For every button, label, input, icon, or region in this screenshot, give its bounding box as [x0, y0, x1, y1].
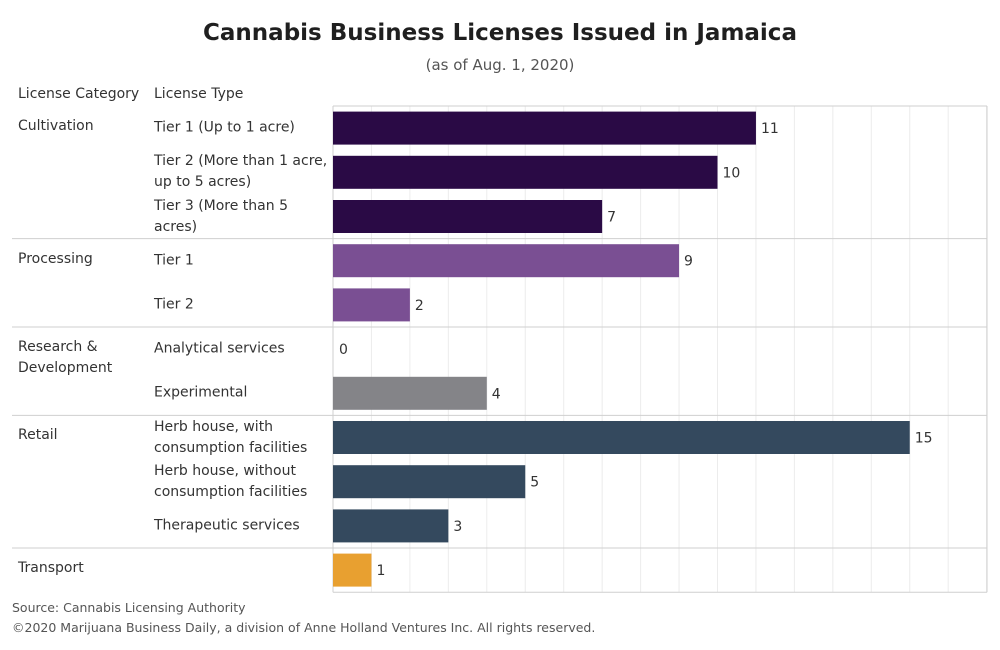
bar [333, 421, 910, 454]
bar [333, 111, 756, 145]
value-label: 4 [492, 386, 501, 402]
source-note: Source: Cannabis Licensing Authority [12, 600, 246, 615]
type-label: Experimental [154, 384, 248, 401]
value-label: 7 [607, 210, 616, 226]
chart-subtitle: (as of Aug. 1, 2020) [425, 56, 575, 74]
value-label: 3 [453, 519, 462, 535]
type-label: Herb house, without consumption faciliti… [154, 462, 308, 500]
type-label: Herb house, with consumption facilities [154, 418, 308, 456]
column-header-category: License Category [18, 86, 140, 102]
type-label: Analytical services [154, 340, 285, 357]
type-label: Therapeutic services [154, 517, 300, 534]
category-label-cultivation: Cultivation [18, 118, 94, 134]
category-label-processing: Processing [18, 250, 93, 267]
type-label: Tier 2 (More than 1 acre, up to 5 acres) [154, 153, 328, 191]
value-label: 15 [915, 431, 933, 447]
value-label: 1 [376, 563, 385, 579]
value-label: 0 [339, 342, 348, 358]
bar [333, 155, 718, 189]
type-label: Tier 1 (Up to 1 acre) [154, 119, 295, 136]
bar [333, 288, 410, 322]
value-label: 9 [684, 254, 693, 270]
value-label: 10 [723, 165, 741, 181]
category-label-transport: Transport [18, 560, 84, 576]
bar [333, 200, 603, 233]
type-label: Tier 1 [154, 252, 194, 269]
value-label: 2 [415, 298, 424, 314]
chart-title: Cannabis Business Licenses Issued in Jam… [203, 20, 797, 46]
value-label: 5 [530, 475, 539, 491]
type-label: Tier 3 (More than 5 acres) [154, 197, 288, 235]
bar [333, 376, 487, 410]
column-header-type: License Type [154, 86, 244, 102]
value-label: 11 [761, 121, 779, 137]
type-label: Tier 2 [154, 296, 194, 313]
bar [333, 465, 526, 499]
copyright-note: ©2020 Marijuana Business Daily, a divisi… [12, 620, 596, 635]
category-label-research-development: Research & Development [18, 339, 113, 376]
bar [333, 244, 680, 278]
category-label-retail: Retail [18, 427, 58, 444]
bar [333, 509, 449, 543]
bar [333, 553, 372, 587]
